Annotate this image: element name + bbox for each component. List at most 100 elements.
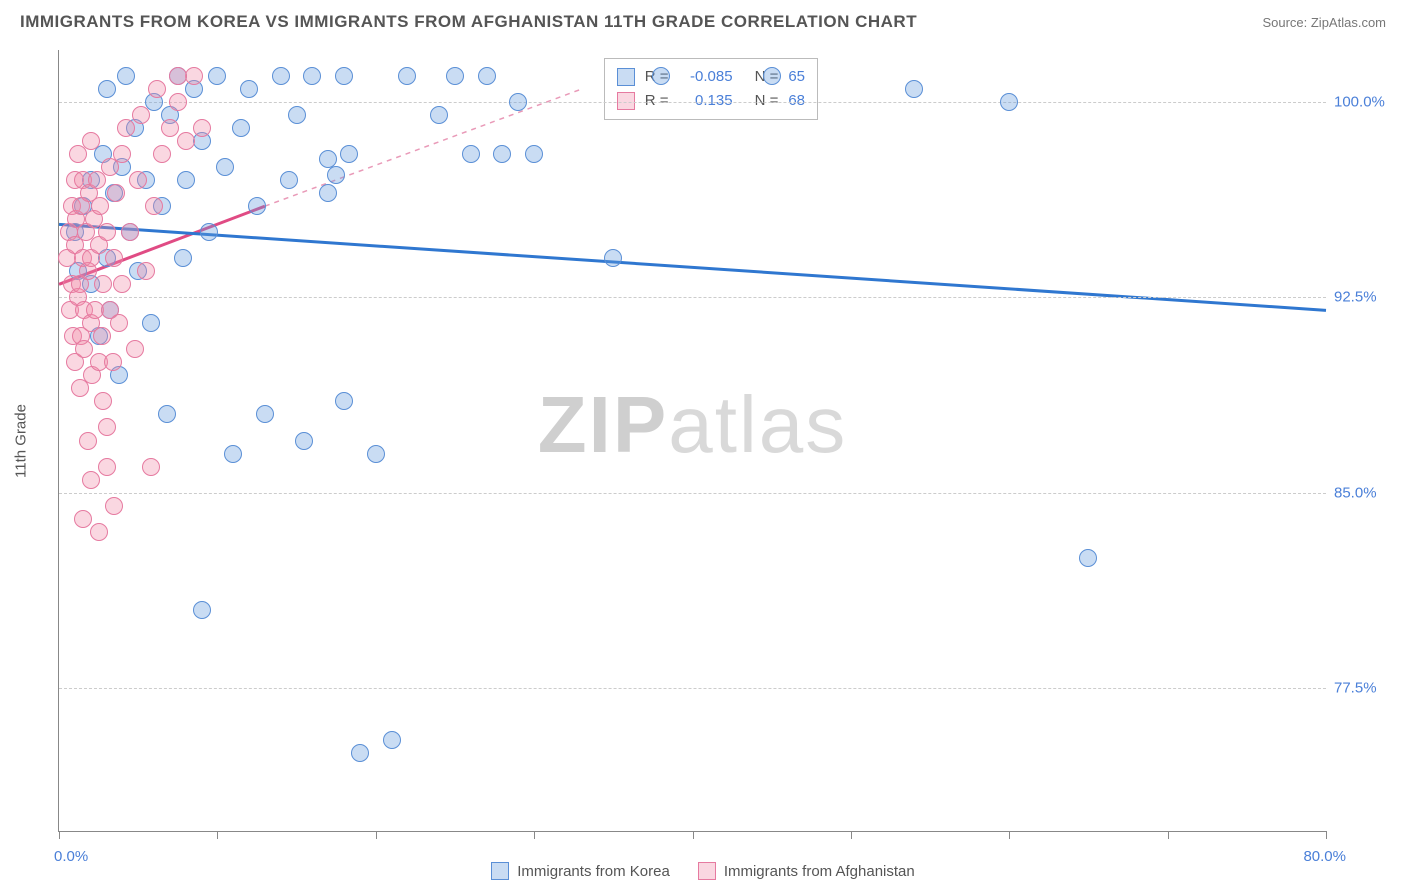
data-point-korea bbox=[509, 93, 527, 111]
data-point-afghanistan bbox=[153, 145, 171, 163]
x-tick bbox=[59, 831, 60, 839]
x-tick bbox=[534, 831, 535, 839]
data-point-afghanistan bbox=[82, 471, 100, 489]
data-point-korea bbox=[430, 106, 448, 124]
x-tick bbox=[1009, 831, 1010, 839]
data-point-afghanistan bbox=[117, 119, 135, 137]
data-point-korea bbox=[295, 432, 313, 450]
x-tick bbox=[376, 831, 377, 839]
x-tick bbox=[1326, 831, 1327, 839]
watermark: ZIPatlas bbox=[538, 379, 847, 471]
x-tick bbox=[1168, 831, 1169, 839]
data-point-korea bbox=[905, 80, 923, 98]
data-point-afghanistan bbox=[98, 458, 116, 476]
y-tick-label: 92.5% bbox=[1334, 289, 1398, 306]
data-point-afghanistan bbox=[107, 184, 125, 202]
data-point-afghanistan bbox=[110, 314, 128, 332]
watermark-bold: ZIP bbox=[538, 380, 668, 469]
data-point-korea bbox=[446, 67, 464, 85]
data-point-korea bbox=[288, 106, 306, 124]
data-point-korea bbox=[216, 158, 234, 176]
stats-row: R = 0.135N = 68 bbox=[617, 89, 805, 113]
data-point-korea bbox=[351, 744, 369, 762]
data-point-korea bbox=[224, 445, 242, 463]
data-point-korea bbox=[117, 67, 135, 85]
data-point-afghanistan bbox=[93, 327, 111, 345]
data-point-afghanistan bbox=[105, 249, 123, 267]
data-point-korea bbox=[327, 166, 345, 184]
data-point-afghanistan bbox=[148, 80, 166, 98]
data-point-afghanistan bbox=[104, 353, 122, 371]
y-axis-label: 11th Grade bbox=[13, 404, 30, 478]
stats-n-value: 68 bbox=[788, 89, 805, 113]
data-point-korea bbox=[248, 197, 266, 215]
data-point-korea bbox=[158, 405, 176, 423]
gridline-h bbox=[59, 102, 1326, 103]
data-point-korea bbox=[177, 171, 195, 189]
chart-title: IMMIGRANTS FROM KOREA VS IMMIGRANTS FROM… bbox=[20, 12, 917, 32]
data-point-afghanistan bbox=[74, 510, 92, 528]
data-point-korea bbox=[142, 314, 160, 332]
y-tick-label: 77.5% bbox=[1334, 679, 1398, 696]
gridline-h bbox=[59, 297, 1326, 298]
data-point-afghanistan bbox=[121, 223, 139, 241]
data-point-korea bbox=[652, 67, 670, 85]
data-point-korea bbox=[1000, 93, 1018, 111]
stats-n-label: N = bbox=[755, 89, 779, 113]
data-point-afghanistan bbox=[105, 497, 123, 515]
data-point-afghanistan bbox=[75, 340, 93, 358]
swatch-afghanistan bbox=[698, 862, 716, 880]
data-point-afghanistan bbox=[169, 67, 187, 85]
data-point-korea bbox=[256, 405, 274, 423]
data-point-korea bbox=[367, 445, 385, 463]
data-point-korea bbox=[383, 731, 401, 749]
x-tick bbox=[217, 831, 218, 839]
data-point-afghanistan bbox=[137, 262, 155, 280]
data-point-afghanistan bbox=[113, 145, 131, 163]
stats-r-label: R = bbox=[645, 89, 669, 113]
watermark-light: atlas bbox=[668, 380, 847, 469]
stats-swatch bbox=[617, 68, 635, 86]
legend-label-korea: Immigrants from Korea bbox=[517, 863, 670, 880]
data-point-afghanistan bbox=[113, 275, 131, 293]
gridline-h bbox=[59, 688, 1326, 689]
data-point-korea bbox=[763, 67, 781, 85]
swatch-korea bbox=[491, 862, 509, 880]
legend-bottom: Immigrants from Korea Immigrants from Af… bbox=[0, 862, 1406, 880]
data-point-afghanistan bbox=[126, 340, 144, 358]
data-point-afghanistan bbox=[185, 67, 203, 85]
legend-item-afghanistan: Immigrants from Afghanistan bbox=[698, 862, 915, 880]
stats-n-value: 65 bbox=[788, 65, 805, 89]
data-point-korea bbox=[1079, 549, 1097, 567]
data-point-korea bbox=[340, 145, 358, 163]
data-point-korea bbox=[232, 119, 250, 137]
data-point-afghanistan bbox=[90, 523, 108, 541]
data-point-korea bbox=[525, 145, 543, 163]
data-point-afghanistan bbox=[169, 93, 187, 111]
data-point-afghanistan bbox=[82, 132, 100, 150]
x-tick bbox=[693, 831, 694, 839]
gridline-h bbox=[59, 493, 1326, 494]
data-point-korea bbox=[200, 223, 218, 241]
data-point-afghanistan bbox=[98, 418, 116, 436]
data-point-korea bbox=[280, 171, 298, 189]
data-point-korea bbox=[319, 184, 337, 202]
data-point-afghanistan bbox=[98, 223, 116, 241]
data-point-korea bbox=[462, 145, 480, 163]
data-point-korea bbox=[335, 392, 353, 410]
data-point-korea bbox=[478, 67, 496, 85]
data-point-korea bbox=[193, 601, 211, 619]
data-point-afghanistan bbox=[94, 275, 112, 293]
data-point-afghanistan bbox=[79, 432, 97, 450]
trend-lines bbox=[59, 50, 1326, 831]
data-point-afghanistan bbox=[177, 132, 195, 150]
y-tick-label: 100.0% bbox=[1334, 94, 1398, 111]
stats-r-value: -0.085 bbox=[679, 65, 733, 89]
chart-plot-area: ZIPatlas 11th Grade R = -0.085N = 65R = … bbox=[58, 50, 1326, 832]
data-point-afghanistan bbox=[145, 197, 163, 215]
data-point-afghanistan bbox=[94, 392, 112, 410]
data-point-afghanistan bbox=[142, 458, 160, 476]
data-point-korea bbox=[240, 80, 258, 98]
data-point-korea bbox=[604, 249, 622, 267]
data-point-afghanistan bbox=[132, 106, 150, 124]
